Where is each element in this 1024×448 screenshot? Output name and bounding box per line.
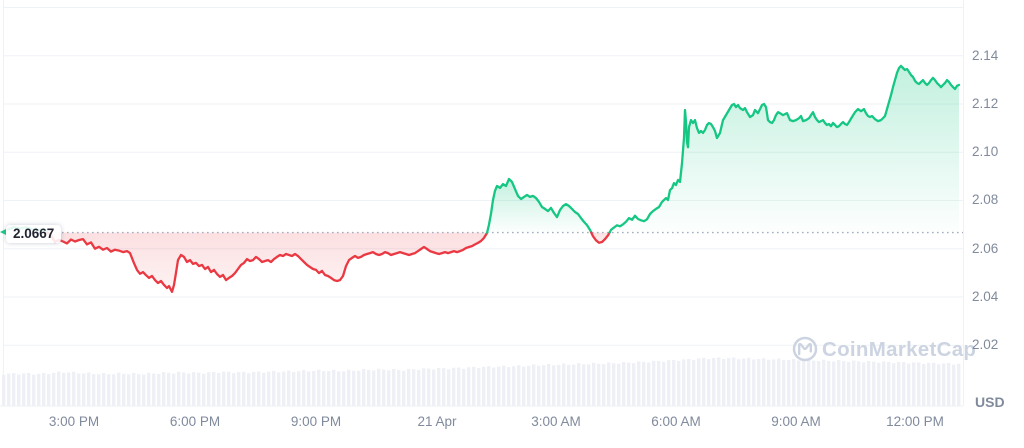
- coinmarketcap-watermark: CoinMarketCap: [792, 336, 976, 362]
- x-axis-tick-label: 9:00 PM: [290, 414, 342, 429]
- price-up-arrow-icon: [0, 229, 6, 235]
- volume-bars: [2, 357, 961, 406]
- y-axis-tick-label: 2.10: [972, 144, 999, 160]
- watermark-text: CoinMarketCap: [822, 338, 976, 361]
- coinmarketcap-logo-icon: [792, 336, 818, 362]
- x-axis-tick-label: 12:00 PM: [886, 414, 944, 429]
- x-axis-tick-label: 3:00 AM: [531, 414, 581, 429]
- x-axis-tick-label: 6:00 AM: [651, 414, 701, 429]
- y-axis-tick-label: 2.08: [972, 192, 999, 208]
- y-axis-tick-label: 2.06: [972, 240, 999, 256]
- price-baseline-tag: 2.0667: [6, 225, 62, 243]
- x-axis-tick-label: 3:00 PM: [48, 414, 100, 429]
- y-axis-tick-label: 2.12: [972, 95, 999, 111]
- x-axis-tick-label: 21 Apr: [417, 414, 457, 429]
- y-axis-tick-label: 2.04: [972, 288, 999, 304]
- x-axis-tick-label: 9:00 AM: [771, 414, 821, 429]
- y-axis-unit-label: USD: [975, 394, 1005, 410]
- x-axis-tick-label: 6:00 PM: [169, 414, 221, 429]
- y-axis-tick-label: 2.02: [972, 337, 999, 353]
- y-axis-tick-label: 2.14: [972, 47, 999, 63]
- price-area-fills: [8, 65, 959, 292]
